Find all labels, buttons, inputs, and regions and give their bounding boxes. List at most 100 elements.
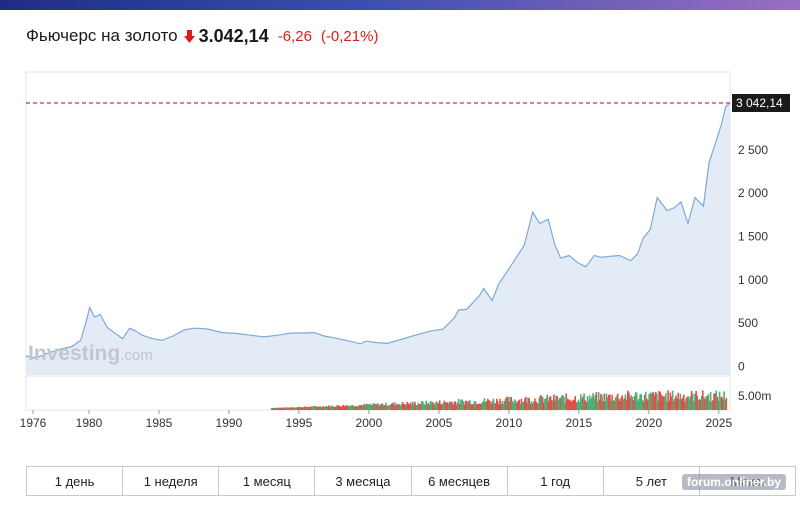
volume-bar bbox=[369, 404, 372, 410]
volume-bar bbox=[304, 406, 307, 410]
price-area: Investing.com bbox=[25, 102, 731, 375]
volume-bar bbox=[333, 406, 336, 410]
period-1m[interactable]: 1 месяц bbox=[219, 467, 316, 495]
volume-bar bbox=[575, 402, 578, 410]
period-1w[interactable]: 1 неделя bbox=[123, 467, 220, 495]
volume-bar bbox=[624, 394, 627, 410]
arrow-down-icon bbox=[183, 29, 195, 43]
volume-bar bbox=[485, 401, 488, 410]
volume-bar bbox=[464, 400, 467, 410]
volume-bar bbox=[538, 397, 541, 410]
volume-bar bbox=[631, 396, 634, 410]
volume-bar bbox=[386, 406, 388, 410]
volume-bar bbox=[479, 403, 481, 410]
volume-bar bbox=[723, 391, 725, 410]
volume-bar bbox=[389, 404, 392, 410]
volume-bar bbox=[341, 406, 344, 410]
volume-bar bbox=[584, 400, 586, 410]
volume-bar bbox=[463, 404, 466, 410]
volume-bar bbox=[725, 397, 728, 410]
volume-bar bbox=[709, 392, 712, 410]
volume-bar bbox=[581, 398, 583, 410]
volume-bar bbox=[513, 399, 516, 410]
volume-bar bbox=[704, 399, 706, 410]
volume-bar bbox=[619, 400, 621, 410]
volume-bar bbox=[277, 407, 280, 410]
volume-bar bbox=[460, 399, 462, 410]
volume-bar bbox=[534, 398, 536, 410]
volume-bar bbox=[546, 394, 548, 410]
x-tick-label: 2005 bbox=[426, 416, 453, 430]
period-1d[interactable]: 1 день bbox=[27, 467, 124, 495]
volume-bar bbox=[306, 406, 309, 410]
period-6m[interactable]: 6 месяцев bbox=[412, 467, 508, 495]
volume-bar bbox=[342, 405, 345, 410]
volume-bar bbox=[405, 405, 407, 410]
volume-bar bbox=[724, 400, 726, 410]
volume-bar bbox=[721, 396, 723, 410]
volume-bar bbox=[499, 398, 501, 410]
volume-bar bbox=[423, 404, 425, 410]
volume-bar bbox=[373, 404, 376, 410]
volume-bar bbox=[345, 405, 348, 410]
volume-bar bbox=[687, 396, 690, 410]
volume-bar bbox=[357, 406, 359, 410]
volume-bar bbox=[488, 400, 490, 410]
volume-bar bbox=[318, 406, 320, 410]
volume-bar bbox=[629, 397, 631, 410]
volume-bar bbox=[528, 398, 531, 410]
volume-bar bbox=[519, 403, 522, 410]
volume-bar bbox=[487, 398, 489, 410]
volume-bar bbox=[679, 393, 682, 410]
volume-bar bbox=[330, 405, 332, 410]
volume-bar bbox=[642, 401, 645, 410]
volume-bar bbox=[403, 404, 405, 410]
volume-bar bbox=[388, 405, 391, 410]
volume-bar bbox=[558, 398, 561, 410]
volume-bar bbox=[556, 396, 558, 410]
volume-bar bbox=[510, 397, 513, 410]
period-1y[interactable]: 1 год bbox=[508, 467, 604, 495]
volume-bar bbox=[697, 400, 700, 410]
volume-bar bbox=[353, 406, 356, 410]
volume-bar bbox=[580, 394, 582, 410]
volume-bar bbox=[453, 402, 455, 410]
volume-bar bbox=[418, 404, 421, 410]
volume-bar bbox=[500, 404, 503, 410]
volume-bar bbox=[649, 392, 651, 410]
volume-bar bbox=[283, 407, 285, 410]
volume-bar bbox=[690, 391, 693, 410]
volume-bar bbox=[616, 393, 619, 410]
x-tick-label: 1990 bbox=[216, 416, 243, 430]
period-3m[interactable]: 3 месяца bbox=[315, 467, 412, 495]
x-tick-label: 2015 bbox=[565, 416, 592, 430]
volume-bar bbox=[273, 407, 275, 410]
volume-bar bbox=[310, 406, 312, 410]
volume-bar bbox=[329, 407, 331, 410]
volume-bar bbox=[466, 402, 469, 410]
volume-bar bbox=[650, 393, 653, 410]
volume-bar bbox=[681, 397, 684, 410]
volume-bar bbox=[552, 400, 554, 410]
volume-bar bbox=[591, 396, 593, 410]
volume-bar bbox=[450, 401, 452, 410]
volume-bar bbox=[490, 403, 492, 410]
volume-bar bbox=[315, 406, 318, 410]
volume-bar bbox=[324, 406, 327, 410]
volume-bar bbox=[621, 395, 623, 410]
volume-bar bbox=[279, 407, 282, 410]
x-tick-label: 2020 bbox=[635, 416, 662, 430]
volume-bar bbox=[628, 392, 630, 410]
volume-bar bbox=[587, 400, 590, 410]
volume-bar bbox=[716, 396, 719, 410]
volume-bar bbox=[391, 402, 394, 410]
gold-futures-chart[interactable]: Investing.com 0 500 1 000 1 500 2 000 2 500 5.… bbox=[0, 0, 800, 460]
volume-bar bbox=[618, 398, 620, 410]
volume-bar bbox=[599, 399, 601, 410]
volume-bar bbox=[585, 402, 588, 410]
volume-bar bbox=[713, 393, 715, 410]
volume-bar bbox=[331, 405, 333, 410]
volume-bar bbox=[284, 407, 286, 410]
volume-bar bbox=[647, 400, 649, 410]
volume-bar bbox=[465, 400, 468, 410]
